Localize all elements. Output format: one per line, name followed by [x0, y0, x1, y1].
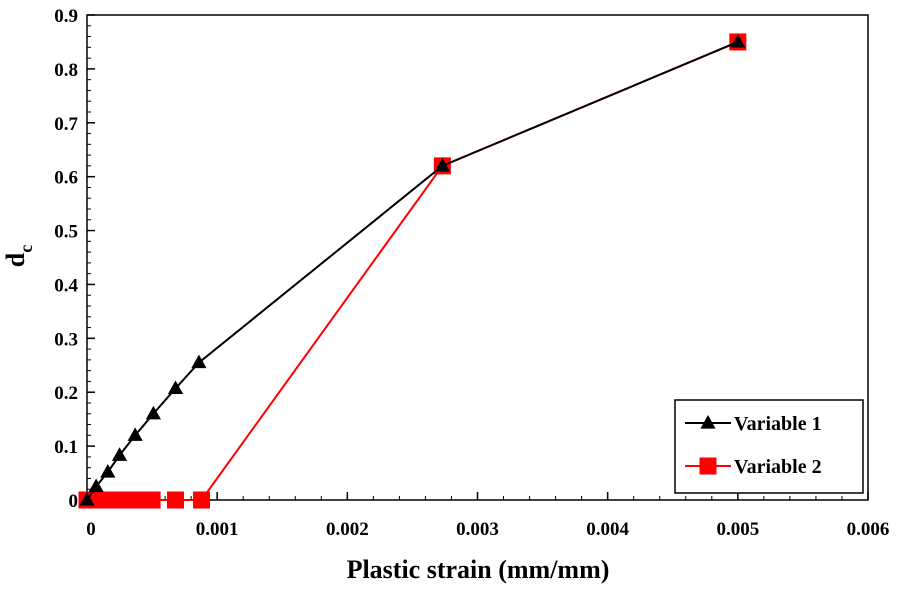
axes-group: 0 0.1 0.2 0.3 0.4 0.5 0.6 0.7 0.8 0.9 0 0.001 0.002 0… [54, 6, 889, 540]
x-axis-title: Plastic strain (mm/mm) [347, 555, 610, 584]
data-point-variable-2 [143, 491, 161, 509]
x-tick-label: 0.004 [586, 519, 629, 540]
y-tick-label: 0 [69, 491, 79, 512]
series-line-variable-2 [87, 41, 739, 501]
series-group [78, 33, 747, 509]
y-tick-label: 0.7 [54, 114, 78, 135]
data-point-variable-1 [111, 447, 128, 461]
legend-label-variable-2: Variable 2 [734, 456, 822, 478]
legend: Variable 1 Variable 2 [674, 399, 864, 494]
y-tick-label: 0.3 [54, 329, 78, 350]
data-point-variable-1 [434, 157, 450, 172]
legend-label-variable-1: Variable 1 [734, 413, 822, 435]
y-tick-label: 0.2 [54, 383, 78, 404]
y-tick-label: 0.1 [54, 437, 78, 458]
x-tick-label: 0.001 [196, 519, 239, 540]
data-point-variable-1 [100, 463, 116, 478]
y-tick-label: 0.5 [54, 222, 78, 243]
y-tick-label: 0.9 [54, 6, 78, 27]
series-variable-2 [78, 33, 747, 509]
y-tick-label: 0.8 [54, 60, 78, 81]
x-tick-label: 0.005 [716, 519, 759, 540]
series-line-variable-1 [86, 41, 739, 501]
data-point-variable-2 [167, 491, 185, 509]
legend-marker-variable-2 [699, 457, 717, 475]
y-axis-title: dc [1, 245, 36, 267]
x-tick-label: 0 [86, 519, 96, 540]
data-point-variable-1 [88, 478, 104, 493]
data-point-variable-2 [193, 491, 211, 509]
y-axis-title-main: d [1, 252, 30, 267]
data-point-variable-1 [191, 354, 207, 369]
legend-box [674, 399, 864, 494]
series-variable-1 [79, 33, 746, 506]
x-tick-label: 0.003 [456, 519, 499, 540]
y-tick-label: 0.4 [54, 275, 78, 296]
data-point-variable-1 [730, 33, 746, 48]
data-point-variable-1 [79, 492, 95, 506]
y-tick-label: 0.6 [54, 168, 78, 189]
data-point-variable-1 [127, 427, 143, 441]
legend-marker-variable-1 [700, 415, 716, 429]
x-tick-label: 0.006 [847, 519, 890, 540]
x-tick-label: 0.002 [326, 519, 369, 540]
data-point-variable-1 [145, 405, 161, 420]
y-axis-title-subscript: c [16, 245, 36, 253]
data-point-variable-1 [167, 380, 184, 395]
